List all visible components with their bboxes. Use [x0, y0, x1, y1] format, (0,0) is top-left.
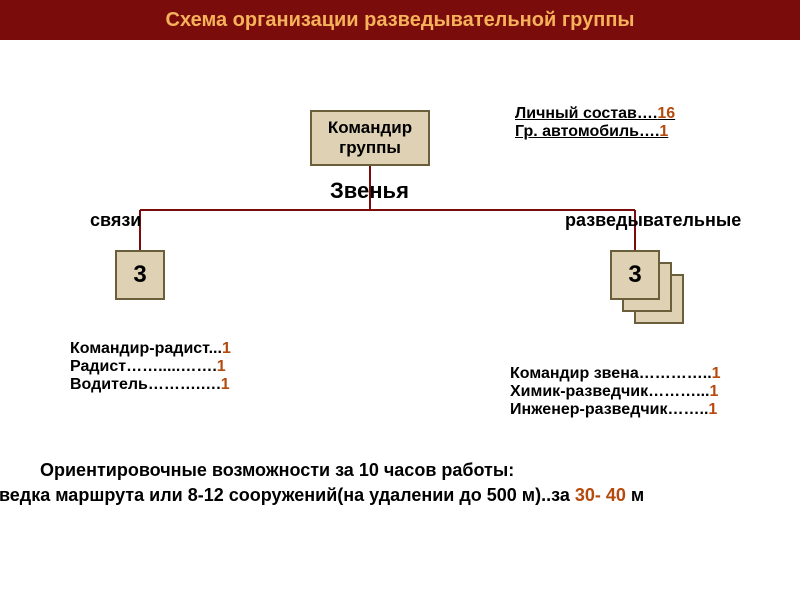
list-item-label: Радист…….....……. — [70, 358, 217, 375]
list-item: Водитель……….….1 — [70, 376, 231, 394]
list-item-label: Командир звена………….. — [510, 365, 712, 382]
commander-box: Командир группы — [310, 110, 430, 166]
list-item: Командир-радист...1 — [70, 340, 231, 358]
right-branch-label: разведывательные — [565, 210, 741, 231]
diagram-canvas: Командир группы Звенья связи 3 разведыва… — [0, 40, 800, 600]
footer-line2: зведка маршрута или 8-12 сооружений(на у… — [0, 485, 644, 506]
list-item-label: Гр. автомобиль…. — [515, 123, 659, 140]
left-list: Командир-радист...1Радист…….....…….1Води… — [70, 340, 231, 394]
list-item: Химик-разведчик………...1 — [510, 383, 721, 401]
page-title: Схема организации разведывательной групп… — [166, 9, 635, 32]
list-item-value: 1 — [222, 340, 231, 357]
list-item: Радист…….....…….1 — [70, 358, 231, 376]
left-branch-box: 3 — [115, 250, 165, 300]
footer-line2-accent: 30- 40 — [575, 485, 626, 505]
list-item-value: 1 — [709, 383, 718, 400]
list-item-value: 1 — [659, 123, 668, 140]
list-item: Командир звена…………..1 — [510, 365, 721, 383]
list-item-label: Командир-радист... — [70, 340, 222, 357]
list-item-value: 1 — [221, 376, 230, 393]
list-item: Инженер-разведчик……..1 — [510, 401, 721, 419]
list-item-value: 1 — [217, 358, 226, 375]
list-item-label: Инженер-разведчик…….. — [510, 401, 708, 418]
list-item-label: Водитель……….…. — [70, 376, 221, 393]
header-band: Схема организации разведывательной групп… — [0, 0, 800, 40]
list-item: Гр. автомобиль….1 — [515, 123, 675, 141]
section-label: Звенья — [330, 178, 409, 204]
footer-line2-post: м — [626, 485, 644, 505]
list-item-label: Личный состав…. — [515, 105, 657, 122]
right-branch-box-layer: 3 — [610, 250, 660, 300]
list-item-value: 1 — [712, 365, 721, 382]
list-item-label: Химик-разведчик………... — [510, 383, 709, 400]
list-item-value: 1 — [708, 401, 717, 418]
top-info: Личный состав….16Гр. автомобиль….1 — [515, 105, 675, 141]
footer-line2-pre: зведка маршрута или 8-12 сооружений(на у… — [0, 485, 575, 505]
right-branch-stack: 3 — [610, 250, 690, 330]
right-list: Командир звена…………..1Химик-разведчик……….… — [510, 365, 721, 419]
list-item-value: 16 — [657, 105, 675, 122]
list-item: Личный состав….16 — [515, 105, 675, 123]
left-branch-value: 3 — [133, 261, 146, 289]
footer-line1: Ориентировочные возможности за 10 часов … — [40, 460, 514, 481]
commander-label: Командир группы — [316, 118, 424, 159]
left-branch-label: связи — [90, 210, 141, 231]
